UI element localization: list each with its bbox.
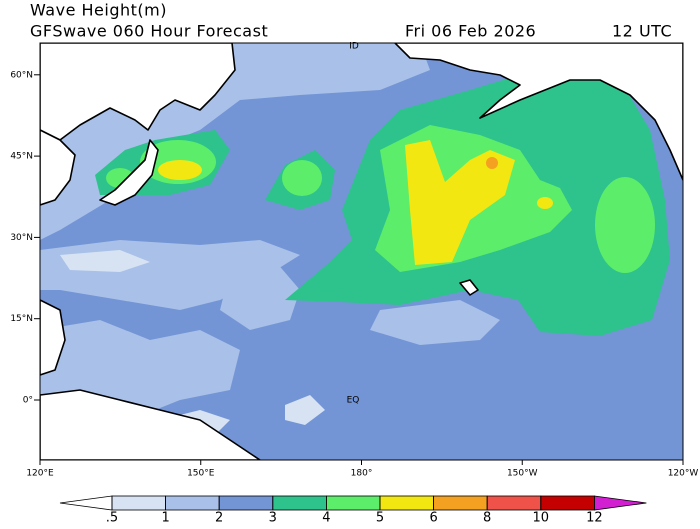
colorbar: .5 1 2 3 4 5 6 8 10 12 — [59, 495, 647, 526]
colorbar-under — [59, 495, 113, 511]
colorbar-label: 12 — [586, 511, 603, 526]
field-yellow — [405, 140, 515, 265]
land-china — [40, 129, 76, 206]
colorbar-segment — [433, 495, 488, 511]
field-pale — [60, 250, 150, 272]
lon-label: 120°W — [668, 469, 699, 479]
colorbar-segment — [165, 495, 220, 511]
lon-label: 150°E — [187, 469, 215, 479]
forecast-time: 12 UTC — [612, 22, 672, 41]
colorbar-segment — [111, 495, 166, 511]
colorbar-label: 5 — [376, 511, 384, 526]
lat-label: 30°N — [10, 233, 33, 243]
dateline-label: ID — [349, 42, 359, 52]
field-orange — [486, 157, 498, 169]
colorbar-over — [594, 495, 647, 511]
colorbar-segment — [325, 495, 381, 511]
land-asia — [40, 43, 236, 141]
land-north-america — [394, 43, 683, 181]
land-japan — [99, 139, 159, 206]
colorbar-label: 1 — [161, 511, 169, 526]
land-indonesia — [40, 389, 261, 460]
colorbar-segment — [379, 495, 434, 511]
land-philippines — [40, 299, 66, 376]
equator-label: EQ — [347, 396, 360, 406]
field-green — [282, 160, 322, 196]
lon-label: 150°W — [507, 469, 538, 479]
colorbar-label: 3 — [269, 511, 277, 526]
colorbar-label: 2 — [215, 511, 223, 526]
colorbar-segment — [540, 495, 595, 511]
field-yellow — [537, 197, 553, 209]
land-hawaii — [459, 279, 479, 296]
subtitle: GFSwave 060 Hour Forecast — [30, 22, 268, 41]
field-light — [370, 300, 500, 345]
colorbar-segment — [218, 495, 274, 511]
lon-label: 180° — [351, 469, 373, 479]
colorbar-label: .5 — [106, 511, 118, 526]
wave-field — [40, 43, 683, 460]
colorbar-label: 10 — [533, 511, 550, 526]
lat-label: 45°N — [10, 152, 33, 162]
field-light — [220, 255, 300, 330]
forecast-date: Fri 06 Feb 2026 — [405, 22, 536, 41]
field-green — [595, 177, 655, 273]
field-yellow — [158, 160, 202, 180]
lat-label: 0° — [23, 396, 33, 406]
colorbar-segment — [486, 495, 542, 511]
axes: 60°N 45°N 30°N 15°N 0° 120°E 150°E 180° 150°W 120… — [10, 70, 698, 478]
colorbar-label: 6 — [429, 511, 437, 526]
colorbar-label: 8 — [483, 511, 491, 526]
title: Wave Height(m) — [30, 1, 167, 20]
lat-label: 60°N — [10, 70, 33, 80]
colorbar-segment — [272, 495, 327, 511]
colorbar-label: 4 — [322, 511, 330, 526]
lon-label: 120°E — [26, 469, 54, 479]
lat-label: 15°N — [10, 314, 33, 324]
field-pale — [285, 395, 325, 425]
